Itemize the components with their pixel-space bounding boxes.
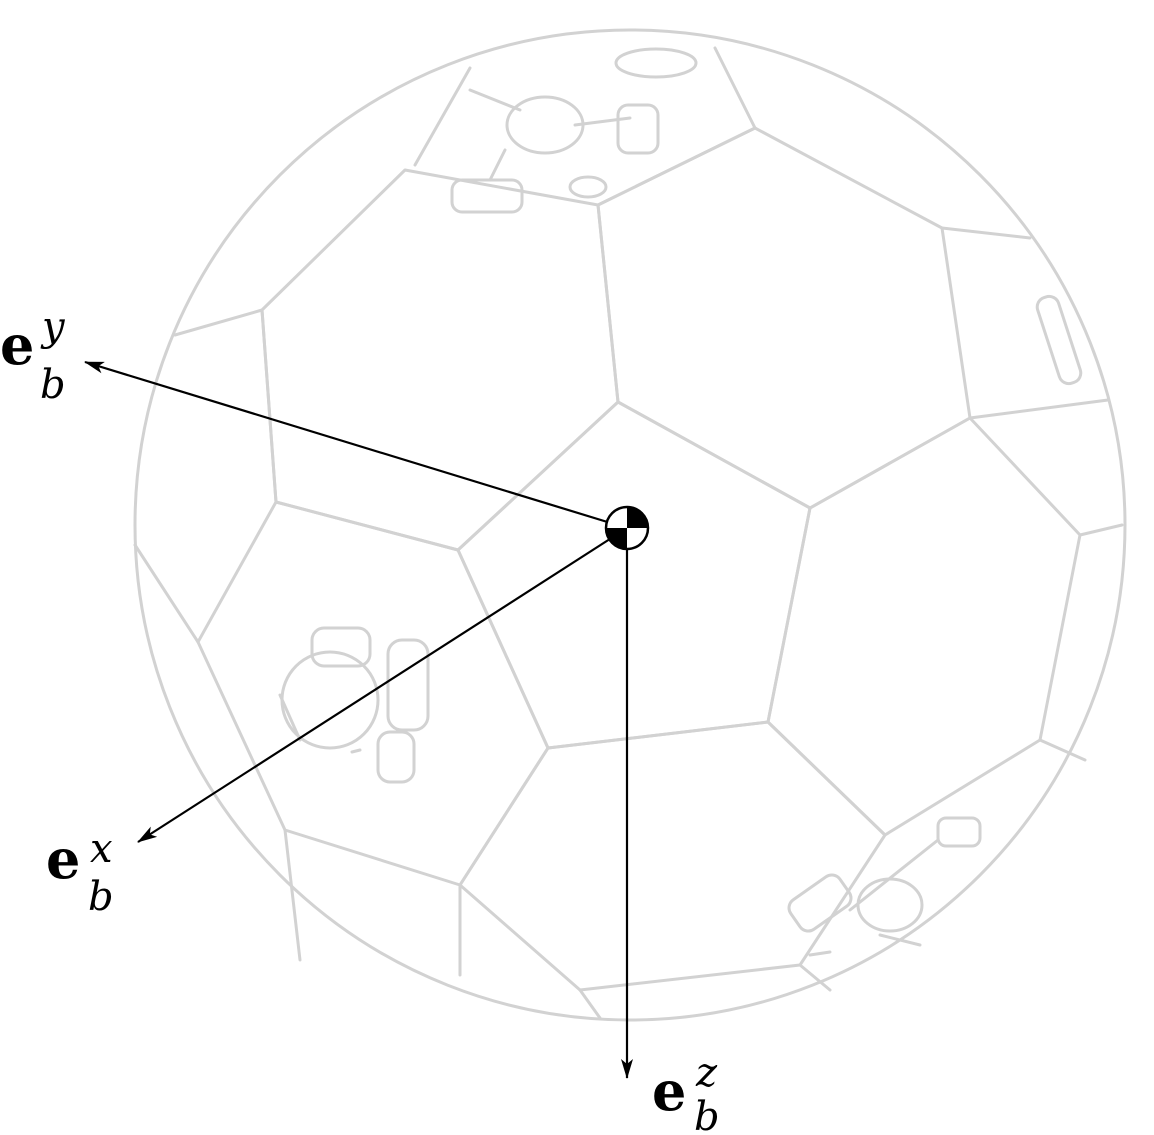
center-of-mass-icon xyxy=(604,505,650,551)
hexagon-lower-left xyxy=(196,500,550,887)
label-y-base: e xyxy=(0,313,34,377)
seam-top xyxy=(413,46,1032,240)
label-z-subscript: b xyxy=(694,1094,720,1135)
label-z-superscript: z xyxy=(695,1050,718,1096)
hexagon-right xyxy=(766,416,1082,837)
sphere-outline xyxy=(133,28,1127,1022)
pentagon-center xyxy=(456,400,812,750)
thruster-module-top xyxy=(450,47,698,214)
axis-y-arrow xyxy=(84,360,628,530)
hexagon-lower xyxy=(458,720,887,992)
label-z-base: e xyxy=(652,1059,686,1123)
label-axis-z: e z b xyxy=(652,1050,720,1135)
label-x-base: e xyxy=(46,827,80,891)
seam-bottom xyxy=(458,883,832,1020)
seam-left xyxy=(133,308,302,962)
label-y-superscript: y xyxy=(40,304,66,350)
spherical-shell xyxy=(133,28,1127,1022)
thruster-module-left xyxy=(278,626,430,784)
axis-x-arrow xyxy=(137,527,628,843)
hexagon-upper-left xyxy=(260,168,620,552)
seam-right xyxy=(968,398,1124,762)
label-y-subscript: b xyxy=(40,362,66,408)
thruster-module-bottom xyxy=(787,816,982,957)
label-x-subscript: b xyxy=(88,874,114,920)
label-axis-y: e y b xyxy=(0,304,66,408)
thruster-module-right xyxy=(1035,294,1083,386)
label-x-superscript: x xyxy=(90,826,113,872)
label-axis-x: e x b xyxy=(46,826,114,920)
axis-arrows xyxy=(84,360,633,1079)
